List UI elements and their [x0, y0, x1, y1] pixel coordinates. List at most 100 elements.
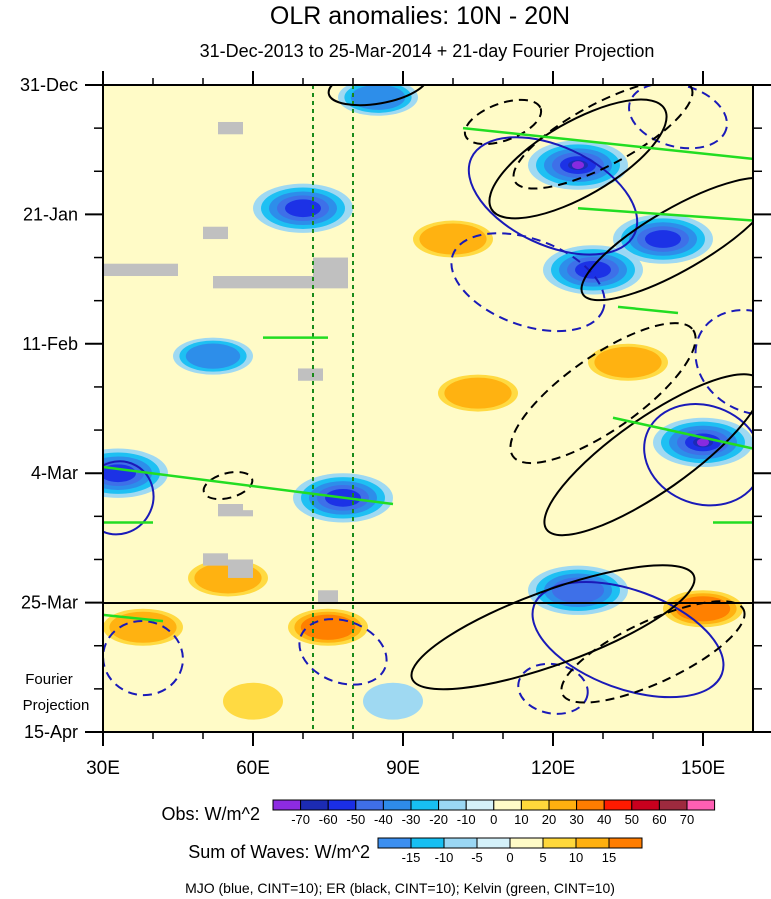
mjo-contour: [643, 403, 753, 507]
obs-colorbar-swatch: [493, 799, 522, 811]
y-tick-label: 31-Dec: [20, 75, 78, 95]
missing-data-block: [203, 226, 228, 240]
obs-colorbar-swatch: [382, 799, 412, 811]
er-contour: [580, 176, 753, 302]
obs-colorbar-tick: -50: [346, 812, 365, 827]
obs-colorbar-tick: -10: [457, 812, 476, 827]
kelvin-contour: [103, 465, 394, 506]
waves-colorbar-tick: -5: [471, 850, 483, 865]
er-contour: [560, 600, 746, 704]
obs-colorbar-swatch: [300, 799, 329, 811]
obs-colorbar-swatch: [686, 799, 716, 811]
anomaly-blob: [363, 682, 423, 720]
obs-colorbar-tick: 0: [490, 812, 497, 827]
waves-colorbar-tick: 5: [539, 850, 546, 865]
projection-label-line2: Projection: [23, 697, 90, 714]
mjo-contour: [298, 618, 388, 686]
obs-colorbar-swatch: [272, 799, 302, 811]
obs-colorbar-swatch: [410, 799, 440, 811]
obs-colorbar-swatch: [438, 799, 467, 811]
y-tick-label: 21-Jan: [23, 204, 78, 224]
obs-colorbar-swatch: [355, 799, 384, 811]
waves-colorbar-tick: 10: [569, 850, 583, 865]
anomaly-blob: [223, 682, 283, 720]
er-contour: [410, 564, 696, 691]
anomaly-blob: [543, 245, 643, 295]
obs-colorbar-swatch: [603, 799, 633, 811]
x-tick-label: 60E: [236, 758, 270, 779]
er-contour: [327, 85, 429, 107]
er-contour: [202, 470, 254, 501]
anomaly-field: [103, 85, 753, 720]
obs-colorbar-tick: 10: [514, 812, 528, 827]
wave-legend-note: MJO (blue, CINT=10); ER (black, CINT=10)…: [185, 880, 615, 896]
mjo-contour: [531, 580, 725, 699]
kelvin-contour: [103, 613, 164, 623]
obs-colorbar-tick: 50: [625, 812, 639, 827]
anomaly-blob: [438, 374, 518, 412]
mjo-contour: [628, 85, 728, 150]
obs-colorbar-tick: -20: [429, 812, 448, 827]
anomaly-blob: [103, 608, 183, 646]
anomaly-level: [645, 230, 681, 248]
mjo-contour: [694, 309, 753, 416]
anomaly-level: [350, 85, 406, 110]
waves-colorbar-swatch: [608, 837, 643, 849]
mjo-contour: [467, 136, 639, 256]
obs-colorbar-swatch: [548, 799, 578, 811]
obs-colorbar-tick: 70: [680, 812, 694, 827]
anomaly-level: [363, 682, 423, 720]
missing-data-block: [298, 368, 323, 381]
missing-data-block: [213, 276, 313, 289]
x-tick-label: 30E: [86, 758, 120, 779]
y-axis: 31-Dec 21-Jan 11-Feb 4-Mar 25-Mar 15-Apr: [20, 75, 771, 742]
anomaly-blob: [653, 417, 753, 468]
waves-colorbar-tick: -10: [435, 850, 454, 865]
missing-data-block: [103, 263, 178, 277]
anomaly-level: [223, 682, 283, 720]
chart-subtitle: 31-Dec-2013 to 25-Mar-2014 + 21-day Four…: [200, 41, 655, 61]
anomaly-blob: [663, 590, 743, 628]
missing-data-blocks: [103, 121, 348, 603]
anomaly-blob: [613, 214, 713, 264]
waves-colorbar-tick: 15: [602, 850, 616, 865]
y-tick-label: 15-Apr: [24, 722, 78, 742]
er-contour: [543, 373, 753, 537]
waves-colorbar: -15 -10 -5 0 5 10 15: [377, 837, 643, 865]
anomaly-blob: [528, 565, 628, 615]
anomaly-level: [444, 377, 512, 409]
er-contour: [512, 85, 694, 190]
plot-area: [102, 84, 754, 733]
missing-data-block: [203, 553, 228, 566]
missing-data-block: [218, 504, 243, 517]
anomaly-level: [419, 223, 487, 255]
anomaly-level: [300, 614, 356, 640]
anomaly-level: [285, 199, 321, 218]
projection-label-line1: Fourier: [25, 671, 73, 688]
y-tick-label: 4-Mar: [31, 463, 78, 483]
obs-colorbar-tick: -70: [291, 812, 310, 827]
anomaly-blob: [173, 337, 253, 375]
anomaly-blob: [253, 183, 353, 233]
obs-colorbar: -70 -60 -50 -40 -30 -20 -10 0 10 20 30 40 50 60 70: [272, 799, 716, 827]
er-contour: [509, 322, 697, 465]
waves-colorbar-swatch: [542, 837, 577, 849]
waves-colorbar-swatch: [377, 837, 412, 849]
waves-colorbar-tick: 0: [506, 850, 513, 865]
kelvin-contour: [462, 126, 753, 161]
obs-colorbar-tick: 30: [569, 812, 583, 827]
anomaly-blob: [528, 140, 628, 190]
anomaly-blob: [338, 85, 418, 116]
mjo-contour: [103, 460, 155, 536]
kelvin-contour: [617, 305, 679, 315]
plot-frame: [102, 84, 754, 733]
mjo-contour: [450, 232, 606, 333]
anomaly-blob: [288, 608, 368, 646]
x-tick-label: 90E: [386, 758, 420, 779]
x-tick-label: 150E: [681, 758, 725, 779]
obs-colorbar-tick: 20: [542, 812, 556, 827]
er-contour: [488, 98, 668, 220]
waves-colorbar-swatch: [509, 837, 544, 849]
obs-colorbar-tick: 40: [597, 812, 611, 827]
